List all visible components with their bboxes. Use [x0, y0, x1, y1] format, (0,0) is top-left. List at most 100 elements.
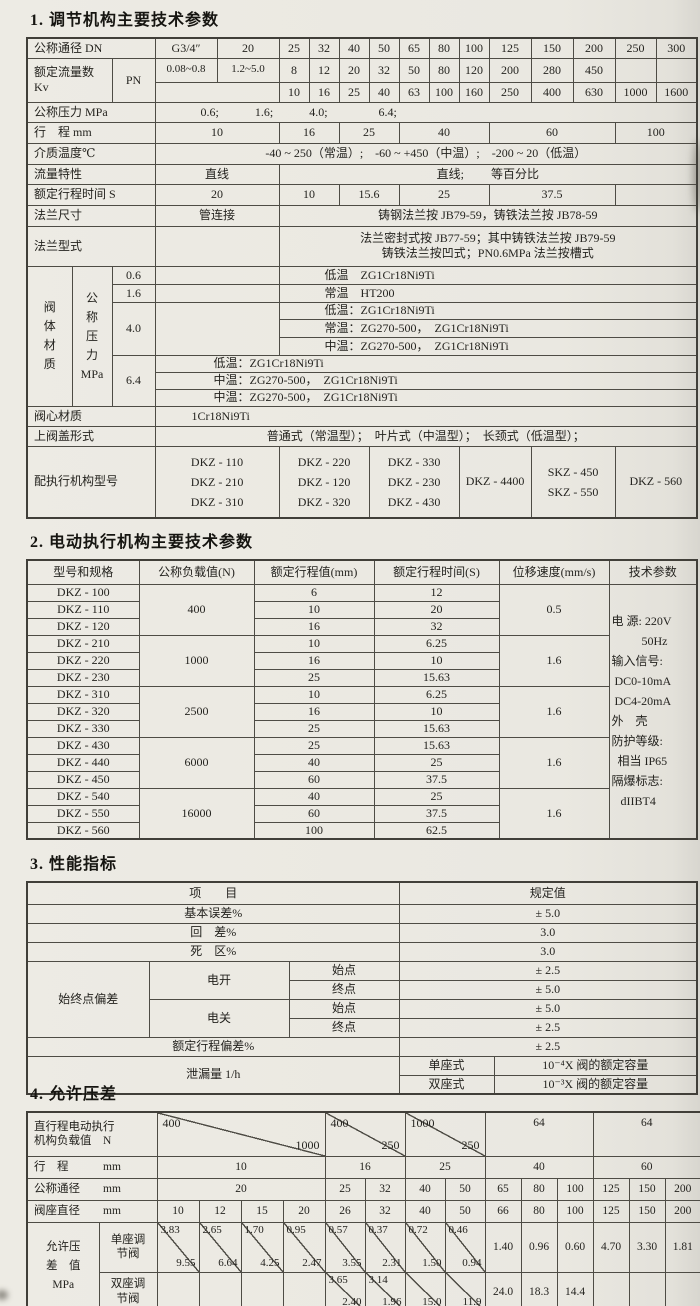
row: 终点 ± 2.5 — [27, 1017, 698, 1038]
empty-cell — [154, 81, 280, 103]
cell: 1600 — [655, 81, 698, 103]
diagonal-cell: 3.14 1.96 — [364, 1271, 406, 1306]
cell: 125 — [592, 1199, 630, 1223]
cell: 6 — [253, 583, 375, 602]
cell: ± 2.5 — [398, 960, 698, 981]
cell: 6.25 — [373, 685, 500, 704]
row: 配执行机构型号 DKZ - 110 DKZ - 210 DKZ - 310 DK… — [26, 445, 698, 519]
cell: ± 2.5 — [398, 1017, 698, 1038]
row: DKZ - 310 2500 10 6.25 1.6 — [26, 685, 697, 738]
diag-bottom-value: 1.96 — [382, 1296, 402, 1306]
row: DKZ - 330 25 15.63 — [26, 719, 697, 738]
cell: 1.2~5.0 — [216, 57, 280, 83]
section-pressure-differential: 4. 允许压差 直行程电动执行 机构负载值 N 400 1000 400 250… — [26, 1080, 700, 1306]
label-cell: 死 区% — [26, 941, 400, 962]
cell: 1.81 — [664, 1221, 700, 1273]
row: 上阀盖形式 普通式（常温型）； 叶片式（中温型）； 长颈式（低温型）； — [26, 425, 698, 447]
cell: 6.25 — [373, 634, 500, 653]
cell: 6.4 — [111, 354, 156, 407]
row: 公称通径 mm 20 25 32 40 50 65 80 100 125 150… — [26, 1177, 700, 1201]
cell: 50 — [444, 1177, 486, 1201]
cell: 1.6 — [498, 685, 610, 738]
header-cell: 额定行程值(mm) — [253, 559, 375, 585]
row: 阀 体 材 质 公 称 压 力 MPa 0.6 低温 ZG1Cr18Ni9Ti — [26, 265, 698, 407]
diagonal-cell: 0.95 2.47 — [282, 1221, 326, 1273]
cell: 1000 — [138, 634, 255, 687]
cell: 65 — [398, 37, 430, 59]
electric-actuator-table: 型号和规格 公称负载值(N) 额定行程值(mm) 额定行程时间(S) 位移速度(… — [26, 559, 698, 840]
cell: 10 — [154, 121, 280, 144]
header-cell: 公称负载值(N) — [138, 559, 255, 585]
diag-top-value: 0.46 — [448, 1223, 468, 1236]
cell: DKZ - 100 — [26, 583, 140, 602]
row: 型号和规格 公称负载值(N) 额定行程值(mm) 额定行程时间(S) 位移速度(… — [26, 559, 698, 585]
cell: 10 — [278, 81, 310, 103]
cell: 63 — [398, 81, 430, 103]
cell: 10⁻⁴X 阀的额定容量 — [493, 1055, 698, 1076]
cell: 低温 ZG1Cr18Ni9Ti — [278, 265, 698, 285]
cell: 80 — [428, 57, 460, 83]
cell: 20 — [338, 57, 370, 83]
cell: 始点 — [288, 998, 400, 1019]
cell: 100 — [614, 121, 698, 144]
cell: 中温：ZG270-500， ZG1Cr18Ni9Ti — [278, 336, 698, 356]
cell: 37.5 — [488, 183, 616, 206]
diag-bottom-value: 4.25 — [260, 1256, 280, 1269]
section4-title: 4. 允许压差 — [30, 1086, 118, 1103]
cell: 终点 — [288, 979, 400, 1000]
cell: DKZ - 430 — [26, 736, 140, 755]
cell: 25 — [338, 81, 370, 103]
diagonal-cell: 15.0 — [404, 1271, 446, 1306]
diag-bottom-value: 11.9 — [462, 1296, 482, 1306]
row: 公称压力 MPa 0.6; 1.6; 4.0; 6.4; — [26, 101, 698, 123]
cell: 200 — [664, 1177, 700, 1201]
cell: 中温：ZG270-500， ZG1Cr18Ni9Ti — [154, 371, 698, 390]
empty-cell — [198, 1271, 242, 1306]
cell: 16000 — [138, 787, 255, 840]
cell: 400 — [138, 583, 255, 636]
cell: 400 — [530, 81, 574, 103]
cell: 32 — [308, 37, 340, 59]
cell: DKZ - 550 — [26, 804, 140, 823]
cell: 电开 — [148, 960, 290, 1000]
cell: 10 — [253, 685, 375, 704]
row: 允许压 差 值 MPa 单座调 节阀 3.83 9.55 2.65 6.64 1.7… — [26, 1221, 700, 1306]
diag-top-value: 3.83 — [160, 1223, 180, 1236]
row: DKZ - 450 60 37.5 — [26, 770, 697, 789]
row: DKZ - 540 16000 40 25 1.6 — [26, 787, 697, 840]
cell: 0.5 — [498, 583, 610, 636]
cell: 25 — [253, 736, 375, 755]
cell: 25 — [373, 753, 500, 772]
cell: 12 — [198, 1199, 242, 1223]
cell: 终点 — [288, 1017, 400, 1038]
cell: 0.08~0.8 — [154, 57, 218, 83]
diag-top-value: 0.57 — [328, 1223, 348, 1236]
label-cell: 公 称 压 力 MPa — [71, 265, 113, 407]
cell: 常温 HT200 — [278, 283, 698, 303]
cell: 300 — [655, 37, 698, 59]
cell: 12 — [308, 57, 340, 83]
cell: 2500 — [138, 685, 255, 738]
cell: 60 — [488, 121, 616, 144]
row: 法兰型式 法兰密封式按 JB77-59；其中铸铁法兰按 JB79-59 铸铁法兰… — [26, 225, 698, 267]
cell: 铸钢法兰按 JB79-59，铸铁法兰按 JB78-59 — [278, 204, 698, 227]
performance-table: 项 目 规定值 基本误差% ± 5.0 回 差% 3.0 死 区% 3.0 始终… — [26, 881, 699, 1095]
cell: 1.6 — [498, 787, 610, 840]
diagonal-cell: 11.9 — [444, 1271, 486, 1306]
empty-cell — [614, 183, 698, 206]
row: 基本误差% ± 5.0 — [26, 903, 698, 924]
cell: 50 — [368, 37, 400, 59]
cell: 32 — [364, 1199, 406, 1223]
label-cell: 单座调 节阀 — [98, 1221, 158, 1273]
cell: 低温：ZG1Cr18Ni9Ti — [154, 354, 698, 373]
row: 公称通径 DN G3/4″ 20 25 32 40 50 65 80 100 1… — [26, 37, 698, 59]
cell: 150 — [530, 37, 574, 59]
label-cell: 法兰型式 — [26, 225, 156, 267]
section-performance: 3. 性能指标 项 目 规定值 基本误差% ± 5.0 回 差% 3.0 死 区… — [26, 850, 700, 1095]
cell: 60 — [592, 1155, 700, 1179]
row: 4.0 低温：ZG1Cr18Ni9Ti — [27, 301, 698, 356]
section3-title: 3. 性能指标 — [30, 856, 118, 873]
cell: 双座式 — [398, 1074, 495, 1095]
cell: 100 — [556, 1177, 594, 1201]
row: 1.6 常温 HT200 — [27, 283, 698, 303]
